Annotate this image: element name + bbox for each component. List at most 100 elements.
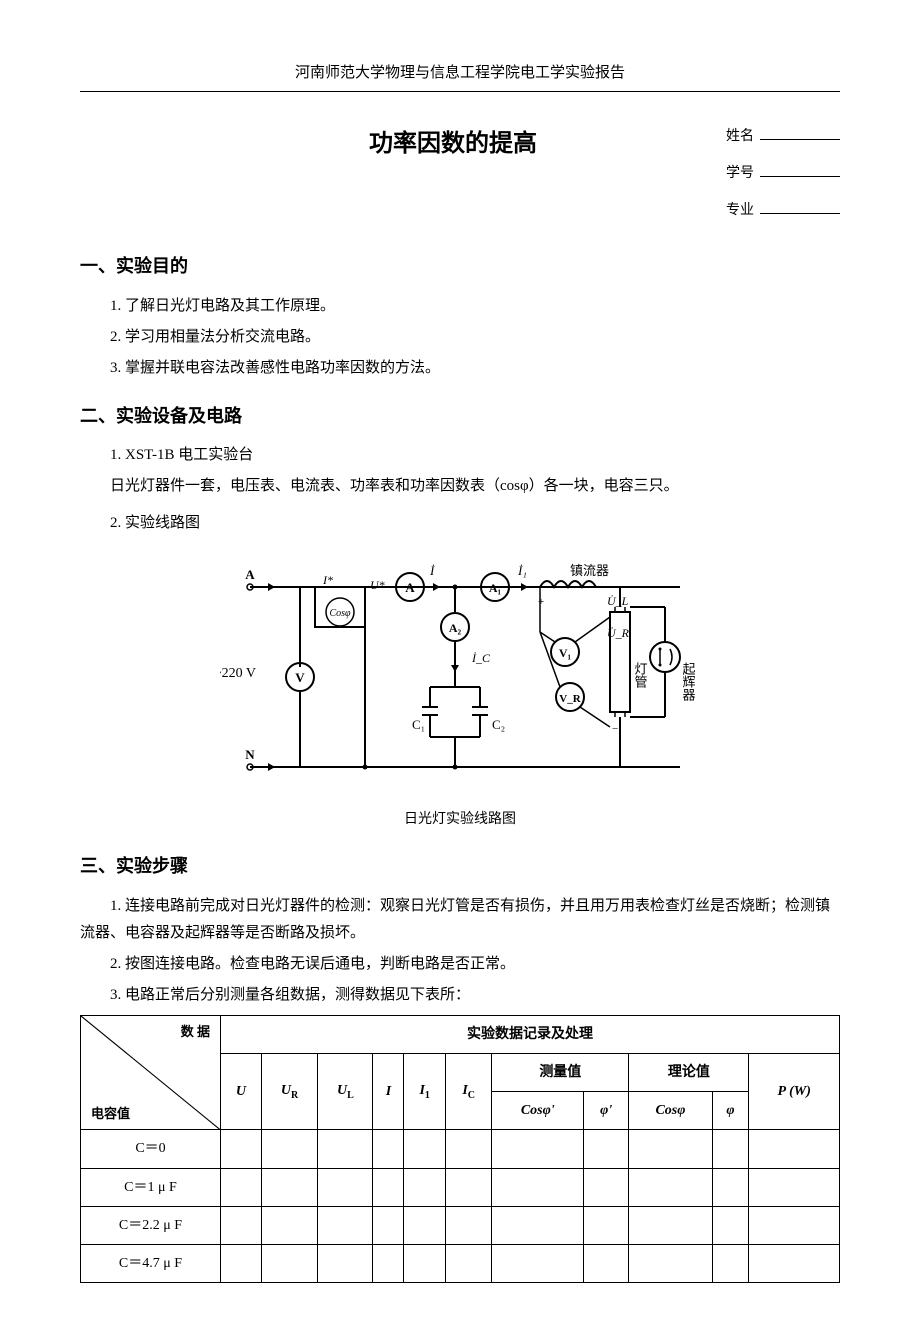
label-ballast: 镇流器	[570, 563, 609, 578]
col-phi: φ	[712, 1092, 749, 1130]
sec2-item-1: 1. XST-1B 电工实验台	[110, 442, 840, 469]
cell[interactable]	[261, 1244, 317, 1282]
cell[interactable]	[318, 1206, 373, 1244]
meta-name-blank[interactable]	[760, 124, 840, 140]
circuit-diagram: A ~220 V N I* U* Cosφ V A İ A₁ İ₁ 镇流器	[80, 557, 840, 797]
label-A2: A₂	[449, 621, 462, 635]
diag-header: 数 据 电容值	[81, 1015, 221, 1130]
cell[interactable]	[261, 1168, 317, 1206]
cell[interactable]	[404, 1244, 446, 1282]
label-tube: 灯管	[633, 662, 648, 689]
cell[interactable]	[318, 1244, 373, 1282]
cell[interactable]	[221, 1206, 262, 1244]
meta-id-blank[interactable]	[760, 161, 840, 177]
cell[interactable]	[492, 1206, 584, 1244]
cell[interactable]	[221, 1130, 262, 1168]
cell[interactable]	[404, 1168, 446, 1206]
col-UR: UR	[261, 1053, 317, 1129]
section-2-title: 二、实验设备及电路	[80, 400, 840, 432]
sec3-p2: 2. 按图连接电路。检查电路无误后通电，判断电路是否正常。	[80, 951, 840, 978]
cell[interactable]	[584, 1130, 629, 1168]
table-row: C＝4.7 μ F	[81, 1244, 840, 1282]
cell[interactable]	[712, 1244, 749, 1282]
meta-name: 姓名	[726, 122, 840, 153]
svg-text:+: +	[538, 596, 544, 608]
cell[interactable]	[446, 1206, 492, 1244]
cell[interactable]	[629, 1206, 712, 1244]
cell[interactable]	[749, 1206, 840, 1244]
cell[interactable]	[261, 1130, 317, 1168]
cell[interactable]	[446, 1130, 492, 1168]
cell[interactable]	[629, 1168, 712, 1206]
meta-major: 专业	[726, 196, 840, 227]
row-label: C＝2.2 μ F	[81, 1206, 221, 1244]
cell[interactable]	[749, 1244, 840, 1282]
col-UL: UL	[318, 1053, 373, 1129]
cell[interactable]	[221, 1168, 262, 1206]
col-IC: IC	[446, 1053, 492, 1129]
label-Ic: İ_C	[471, 651, 491, 665]
section-1-title: 一、实验目的	[80, 250, 840, 282]
cell[interactable]	[373, 1168, 404, 1206]
cell[interactable]	[749, 1130, 840, 1168]
cell[interactable]	[404, 1206, 446, 1244]
cell[interactable]	[261, 1206, 317, 1244]
sec1-item-3: 3. 掌握并联电容法改善感性电路功率因数的方法。	[110, 355, 840, 382]
table-row: C＝1 μ F	[81, 1168, 840, 1206]
section-3-title: 三、实验步骤	[80, 850, 840, 882]
circuit-svg: A ~220 V N I* U* Cosφ V A İ A₁ İ₁ 镇流器	[220, 557, 700, 787]
diag-top-label: 数 据	[181, 1020, 210, 1043]
cell[interactable]	[629, 1130, 712, 1168]
cell[interactable]	[373, 1130, 404, 1168]
table-row: C＝2.2 μ F	[81, 1206, 840, 1244]
meta-name-label: 姓名	[726, 122, 754, 153]
label-I: İ	[429, 563, 435, 578]
cell[interactable]	[373, 1206, 404, 1244]
cell[interactable]	[221, 1244, 262, 1282]
col-P: P (W)	[749, 1053, 840, 1129]
cell[interactable]	[492, 1244, 584, 1282]
cell[interactable]	[318, 1130, 373, 1168]
row-label: C＝1 μ F	[81, 1168, 221, 1206]
cell[interactable]	[446, 1244, 492, 1282]
sec3-p1: 1. 连接电路前完成对日光灯器件的检测：观察日光灯管是否有损伤，并且用万用表检查…	[80, 893, 840, 947]
cell[interactable]	[584, 1206, 629, 1244]
cell[interactable]	[749, 1168, 840, 1206]
cell[interactable]	[318, 1168, 373, 1206]
cell[interactable]	[404, 1130, 446, 1168]
label-starter: 起辉器	[681, 662, 696, 702]
sec3-p3: 3. 电路正常后分别测量各组数据，测得数据见下表所：	[80, 982, 840, 1009]
diag-bottom-label: 电容值	[91, 1102, 130, 1125]
label-A: A	[245, 567, 255, 582]
cell[interactable]	[712, 1130, 749, 1168]
label-V: V	[295, 670, 305, 685]
cell[interactable]	[446, 1168, 492, 1206]
cell[interactable]	[629, 1244, 712, 1282]
meta-major-blank[interactable]	[760, 198, 840, 214]
cell[interactable]	[712, 1206, 749, 1244]
col-theoretical: 理论值	[629, 1053, 749, 1091]
label-V1: V₁	[559, 646, 572, 660]
label-Istar: I*	[322, 573, 333, 587]
col-main-header: 实验数据记录及处理	[221, 1015, 840, 1053]
row-label: C＝4.7 μ F	[81, 1244, 221, 1282]
sec1-item-1: 1. 了解日光灯电路及其工作原理。	[110, 293, 840, 320]
label-A1: A₁	[489, 581, 502, 595]
cell[interactable]	[712, 1168, 749, 1206]
col-I: I	[373, 1053, 404, 1129]
svg-text:−: −	[612, 723, 618, 735]
meta-fields: 姓名 学号 专业	[726, 122, 840, 232]
cell[interactable]	[373, 1244, 404, 1282]
cell[interactable]	[584, 1168, 629, 1206]
cell[interactable]	[584, 1244, 629, 1282]
label-UL: U̇_L	[607, 594, 629, 608]
cell[interactable]	[492, 1130, 584, 1168]
page-header: 河南师范大学物理与信息工程学院电工学实验报告	[80, 60, 840, 92]
col-measured: 测量值	[492, 1053, 629, 1091]
label-220v: ~220 V	[220, 666, 256, 681]
cell[interactable]	[492, 1168, 584, 1206]
col-cosphi: Cosφ	[629, 1092, 712, 1130]
data-table: 数 据 电容值 实验数据记录及处理 U UR UL I I1 IC 测量值 理论…	[80, 1015, 840, 1283]
label-C1: C₁	[412, 717, 425, 732]
label-Amain: A	[405, 580, 415, 595]
